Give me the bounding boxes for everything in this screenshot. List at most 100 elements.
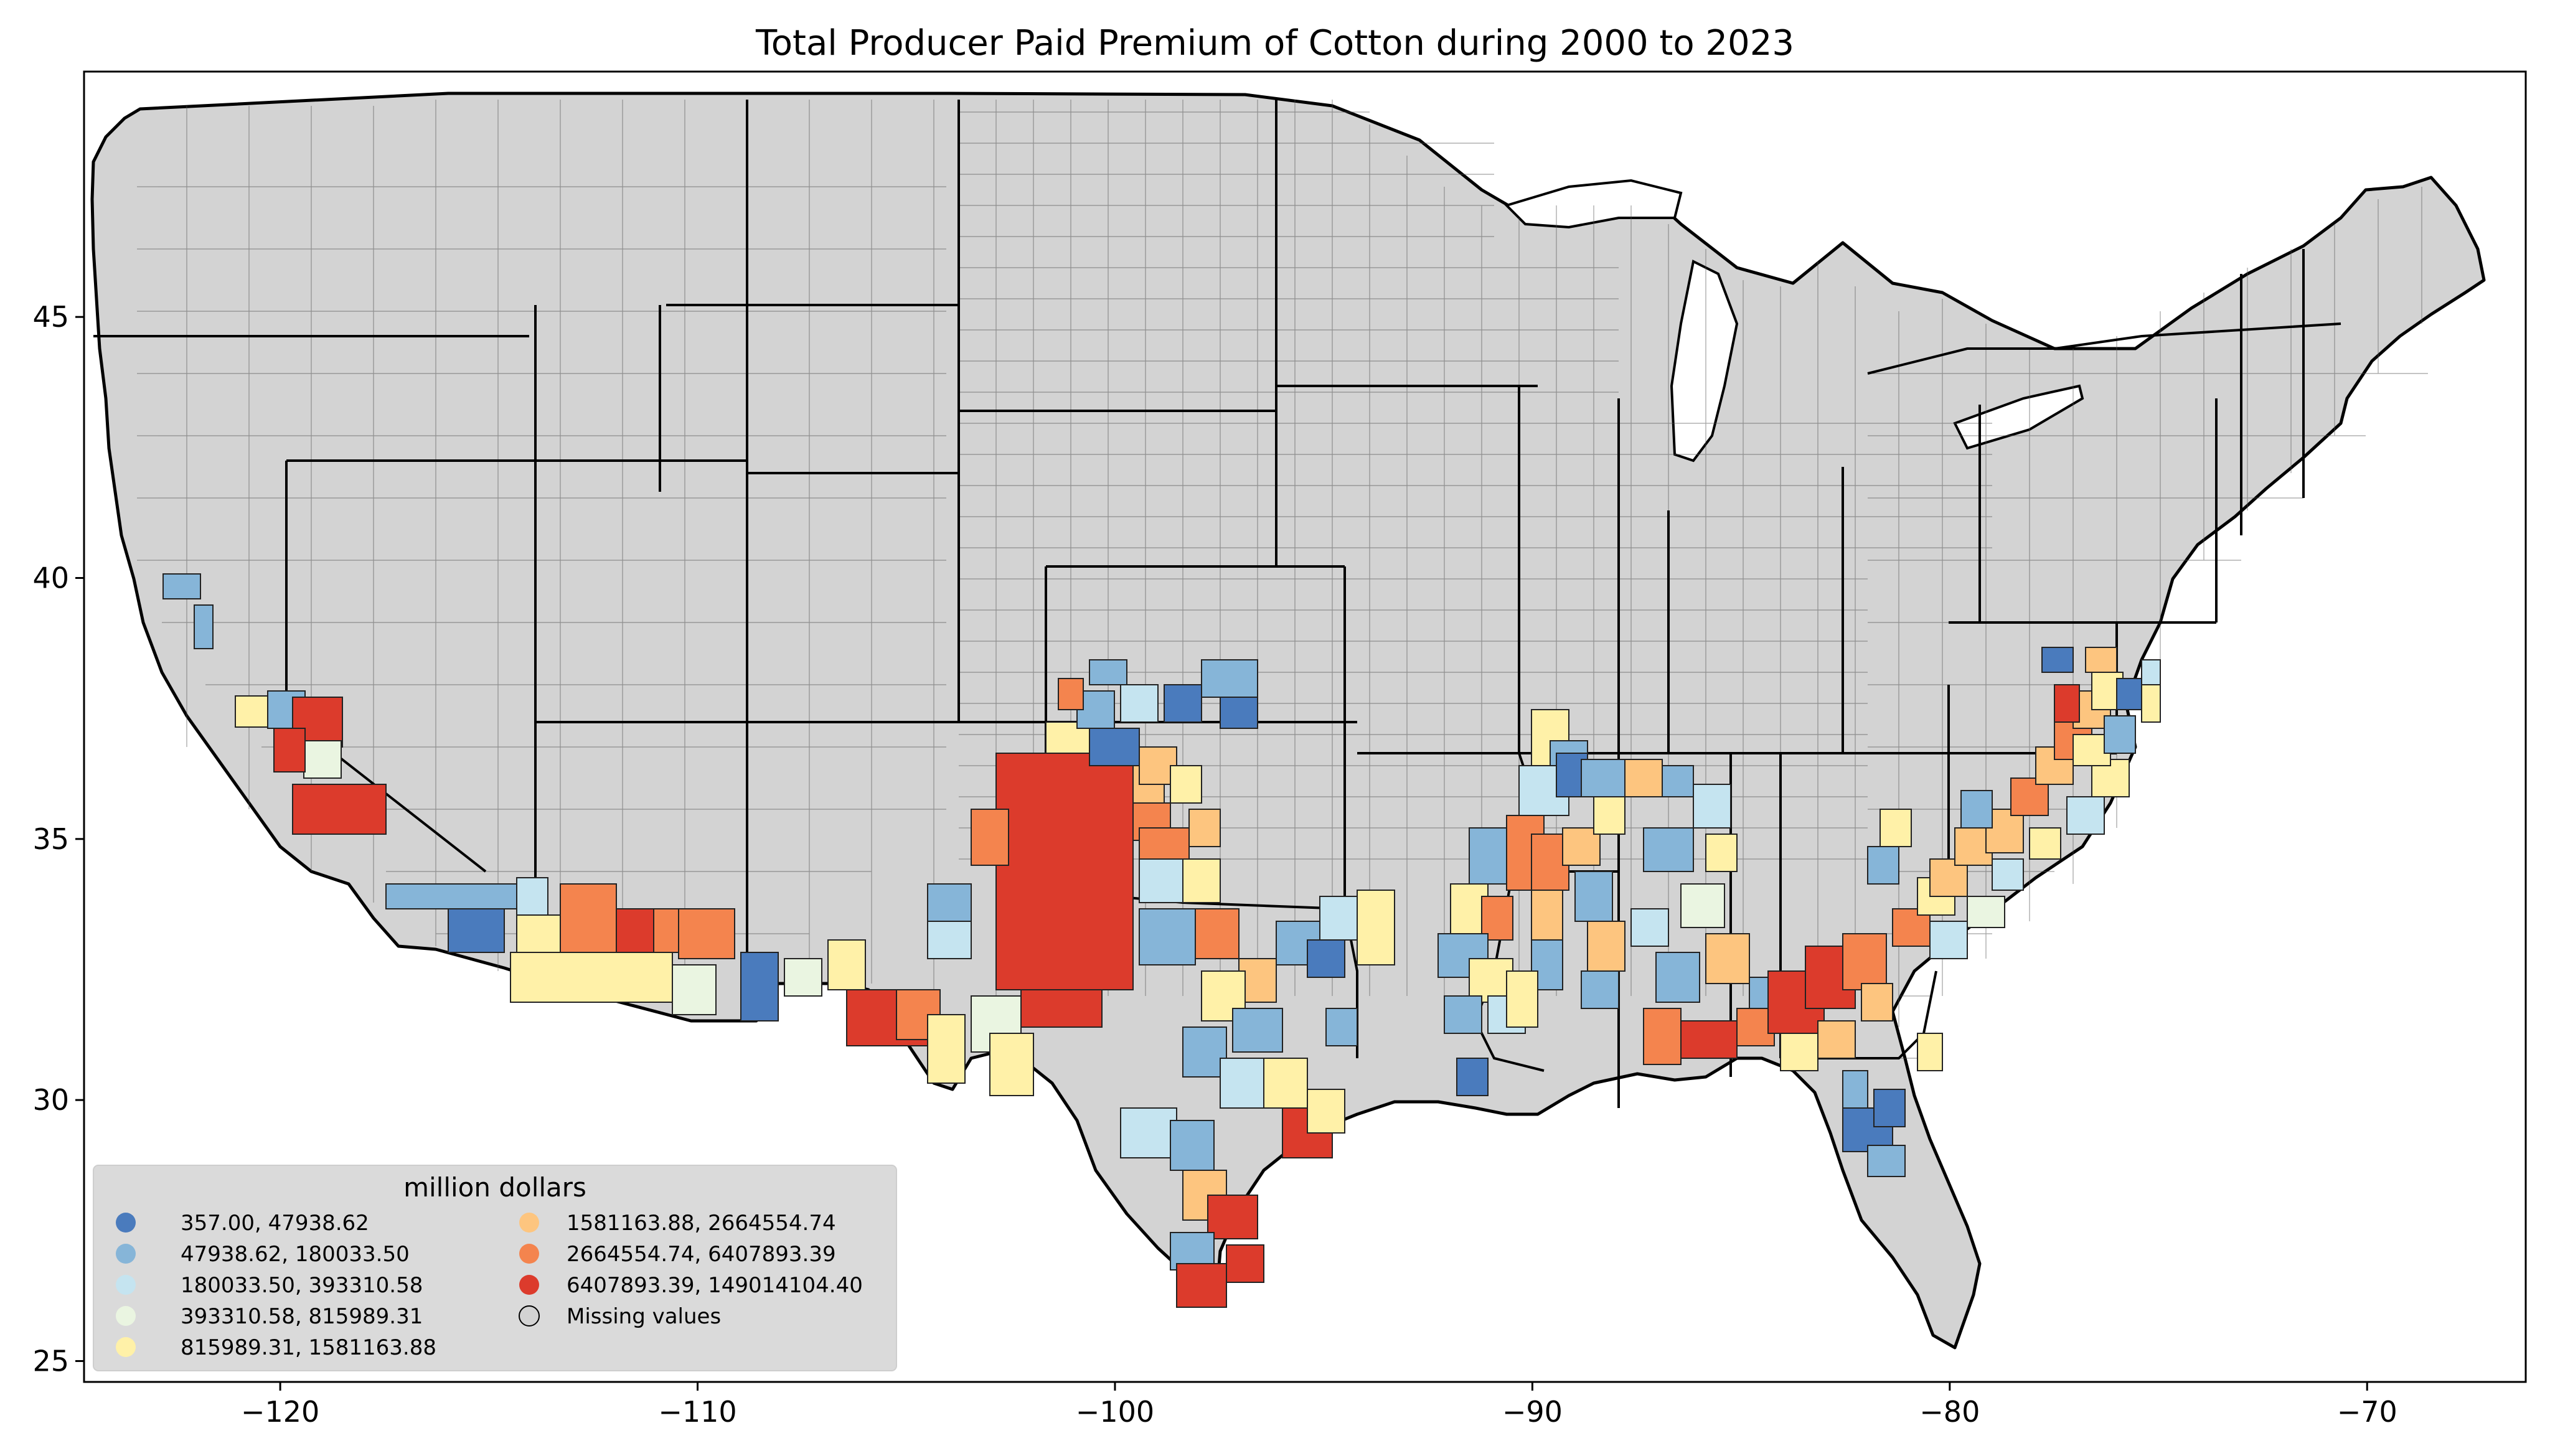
map-content (90, 92, 2486, 1350)
county-region (2141, 659, 2161, 685)
county-region (672, 964, 717, 1015)
legend-marker (116, 1306, 136, 1326)
county-region (1481, 896, 1513, 941)
legend-label: 180033.50, 393310.58 (181, 1273, 423, 1298)
county-region (1020, 989, 1103, 1028)
legend-label: 357.00, 47938.62 (181, 1211, 369, 1236)
us-land (90, 92, 2486, 1350)
county-region (1195, 908, 1240, 959)
legend-label: 47938.62, 180033.50 (181, 1242, 410, 1267)
y-axis-ticks: 45 40 35 30 25 (32, 300, 84, 1378)
county-region (1705, 834, 1738, 872)
county-region (1164, 684, 1202, 723)
county-region (1058, 678, 1084, 710)
county-region (273, 728, 306, 773)
legend-label: Missing values (567, 1304, 721, 1329)
county-region (1780, 1033, 1818, 1071)
county-region (1705, 933, 1750, 984)
x-tick-label: −70 (2337, 1395, 2397, 1429)
county-region (303, 740, 342, 779)
county-region (1861, 983, 1893, 1022)
x-tick-label: −100 (1076, 1395, 1154, 1429)
county-region (1170, 765, 1202, 804)
county-region (616, 908, 654, 959)
legend-marker (519, 1305, 540, 1327)
county-region (1201, 659, 1258, 698)
county-region (1624, 759, 1663, 797)
legend-label: 1581163.88, 2664554.74 (567, 1211, 836, 1236)
county-region (1357, 890, 1395, 965)
x-tick-label: −120 (241, 1395, 319, 1429)
legend-box (93, 1165, 897, 1371)
legend-marker (116, 1244, 136, 1264)
county-region (510, 952, 673, 1003)
county-region (1469, 827, 1507, 885)
legend-marker (519, 1213, 539, 1233)
county-region (1960, 790, 1993, 829)
county-region (1693, 784, 1731, 829)
county-region (1139, 858, 1183, 903)
county-region (827, 939, 866, 990)
y-tick-label: 25 (32, 1344, 69, 1378)
county-region (1089, 659, 1127, 685)
county-region (1967, 896, 2005, 928)
county-region (1574, 871, 1613, 922)
legend-marker (116, 1337, 136, 1357)
county-region (2054, 684, 2080, 723)
county-region (927, 1014, 966, 1084)
county-region (2041, 647, 2074, 673)
cotton-counties (162, 573, 2161, 1308)
county-region (560, 883, 617, 953)
county-region (516, 877, 548, 916)
county-region (1182, 1026, 1227, 1078)
county-region (162, 573, 201, 599)
county-region (1469, 958, 1513, 1003)
legend-marker (519, 1244, 539, 1264)
county-region (1456, 1058, 1489, 1096)
county-region (971, 809, 1009, 866)
x-axis-ticks: −120 −110 −100 −90 −80 −70 (241, 1382, 2397, 1429)
county-region (1842, 1070, 1868, 1109)
y-tick-label: 30 (32, 1083, 69, 1117)
lake-superior (1504, 179, 1683, 229)
county-region (2066, 796, 2105, 835)
lake-erie (1953, 384, 2084, 450)
county-region (1089, 728, 1140, 766)
county-region (1182, 858, 1221, 903)
y-tick-label: 35 (32, 822, 69, 856)
county-region (235, 695, 273, 728)
x-tick-label: −110 (658, 1395, 736, 1429)
county-region (1226, 1244, 1264, 1283)
county-region (1506, 970, 1538, 1028)
county-region (1220, 697, 1258, 729)
county-region (1307, 1089, 1345, 1134)
county-region (740, 952, 779, 1022)
county-region (927, 921, 972, 959)
county-region (989, 1033, 1034, 1096)
legend-label: 815989.31, 1581163.88 (181, 1335, 436, 1360)
legend-items: 357.00, 47938.62 47938.62, 180033.50 18003… (116, 1211, 863, 1360)
county-region (1120, 1107, 1177, 1158)
x-tick-label: −90 (1502, 1395, 1563, 1429)
county-region (1587, 921, 1626, 972)
county-region (1929, 921, 1968, 959)
county-region (1867, 846, 1899, 885)
legend-marker (116, 1275, 136, 1295)
county-region (1263, 1058, 1308, 1109)
county-region (1643, 827, 1694, 872)
legend-label: 393310.58, 815989.31 (181, 1304, 423, 1329)
x-tick-label: −80 (1919, 1395, 1980, 1429)
county-region (1444, 995, 1482, 1034)
map-title: Total Producer Paid Premium of Cotton du… (755, 23, 1794, 63)
county-region (1917, 1033, 1943, 1071)
county-region (292, 784, 387, 835)
county-region (2141, 684, 2161, 723)
county-region (1880, 809, 1912, 847)
county-region (1139, 908, 1196, 965)
county-region (1643, 1008, 1682, 1065)
county-region (1207, 1195, 1258, 1239)
county-region (194, 604, 214, 649)
county-region (1232, 1008, 1283, 1053)
